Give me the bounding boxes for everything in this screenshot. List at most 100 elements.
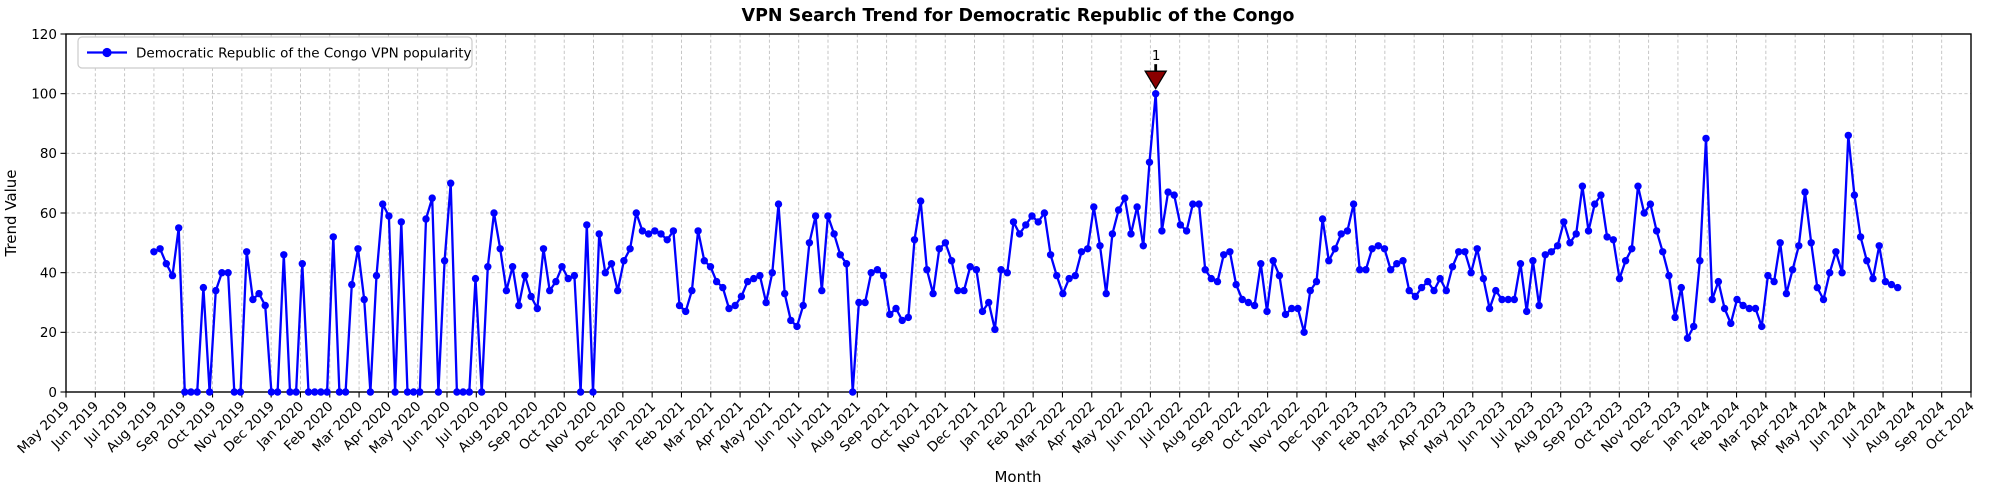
data-point [861,298,869,307]
data-point [737,292,746,301]
data-point [1510,295,1519,304]
data-point [1869,274,1877,283]
data-point [1492,286,1500,295]
data-point [694,227,702,235]
data-point [1102,289,1110,298]
data-point [1312,277,1321,286]
data-point [1863,257,1871,265]
data-point [1374,242,1383,250]
data-point [1257,260,1265,268]
data-point [774,200,783,208]
data-point [1683,334,1692,342]
data-point [1813,283,1822,292]
data-point [199,283,208,292]
data-point [1133,203,1141,211]
data-point [1306,286,1315,295]
data-point [187,388,195,396]
data-point [1832,248,1840,256]
data-point [1523,307,1531,316]
data-point [1164,188,1172,196]
data-point [1448,263,1457,271]
data-point [731,301,739,310]
data-point [824,212,832,220]
data-point [1189,200,1197,208]
data-point [539,245,548,253]
data-point [873,266,882,274]
data-point [1139,242,1148,250]
y-tick-label: 80 [40,146,57,162]
data-point [1300,328,1308,336]
data-point [1591,200,1599,208]
y-tick-label: 40 [40,265,57,281]
data-point [1034,218,1042,226]
data-point [614,286,622,295]
data-point [422,215,430,223]
data-point [397,218,405,226]
data-point [1201,266,1209,274]
data-point [576,388,585,396]
data-point [1250,301,1259,310]
data-point [1040,209,1049,217]
data-point [1751,304,1760,313]
data-point [546,286,554,295]
data-point [929,289,937,298]
data-point [756,271,764,280]
data-point [1362,266,1370,274]
data-point [1380,245,1389,253]
data-point [515,301,523,310]
data-point [688,286,696,295]
data-point [1776,239,1784,247]
data-point [162,260,170,268]
data-point [1349,200,1358,208]
data-point [1046,251,1055,259]
data-point [669,227,678,235]
data-point [175,224,183,232]
data-point [830,230,838,238]
data-point [230,388,238,396]
data-point [1473,245,1481,253]
data-point [743,277,752,286]
data-point [1652,227,1661,235]
data-point [1084,245,1092,253]
data-point [280,251,288,259]
data-point [935,245,943,253]
data-point [335,388,344,396]
data-point [267,388,276,396]
data-point [348,280,356,289]
data-point [552,277,560,286]
peak-marker-triangle-icon [1144,70,1168,90]
data-point [1819,295,1828,304]
annotation-arrow-stem [1154,64,1158,72]
data-point [317,388,325,396]
data-point [1739,301,1747,310]
data-point [354,245,362,253]
data-point [1288,304,1296,313]
data-point [1455,248,1463,256]
data-point [750,274,758,283]
data-point [391,388,399,396]
data-point [1461,248,1469,256]
data-point [1059,289,1067,298]
data-point [1720,304,1729,313]
data-point [781,289,789,298]
data-point [1337,230,1345,238]
data-point [1560,218,1568,226]
data-point [1331,245,1339,253]
data-point [1244,298,1253,307]
legend-label: Democratic Republic of the Congo VPN pop… [136,46,472,62]
data-point [787,316,795,325]
data-point [1566,239,1574,247]
data-point [793,322,801,331]
data-point [1405,286,1413,295]
data-point [521,271,529,280]
data-point [1529,257,1537,265]
data-point [1417,283,1426,292]
data-point [1096,242,1104,250]
data-point [273,388,282,396]
data-point [1022,221,1030,229]
data-point [329,233,337,241]
data-point [1541,251,1550,259]
data-point [966,263,974,271]
data-point [428,194,436,202]
